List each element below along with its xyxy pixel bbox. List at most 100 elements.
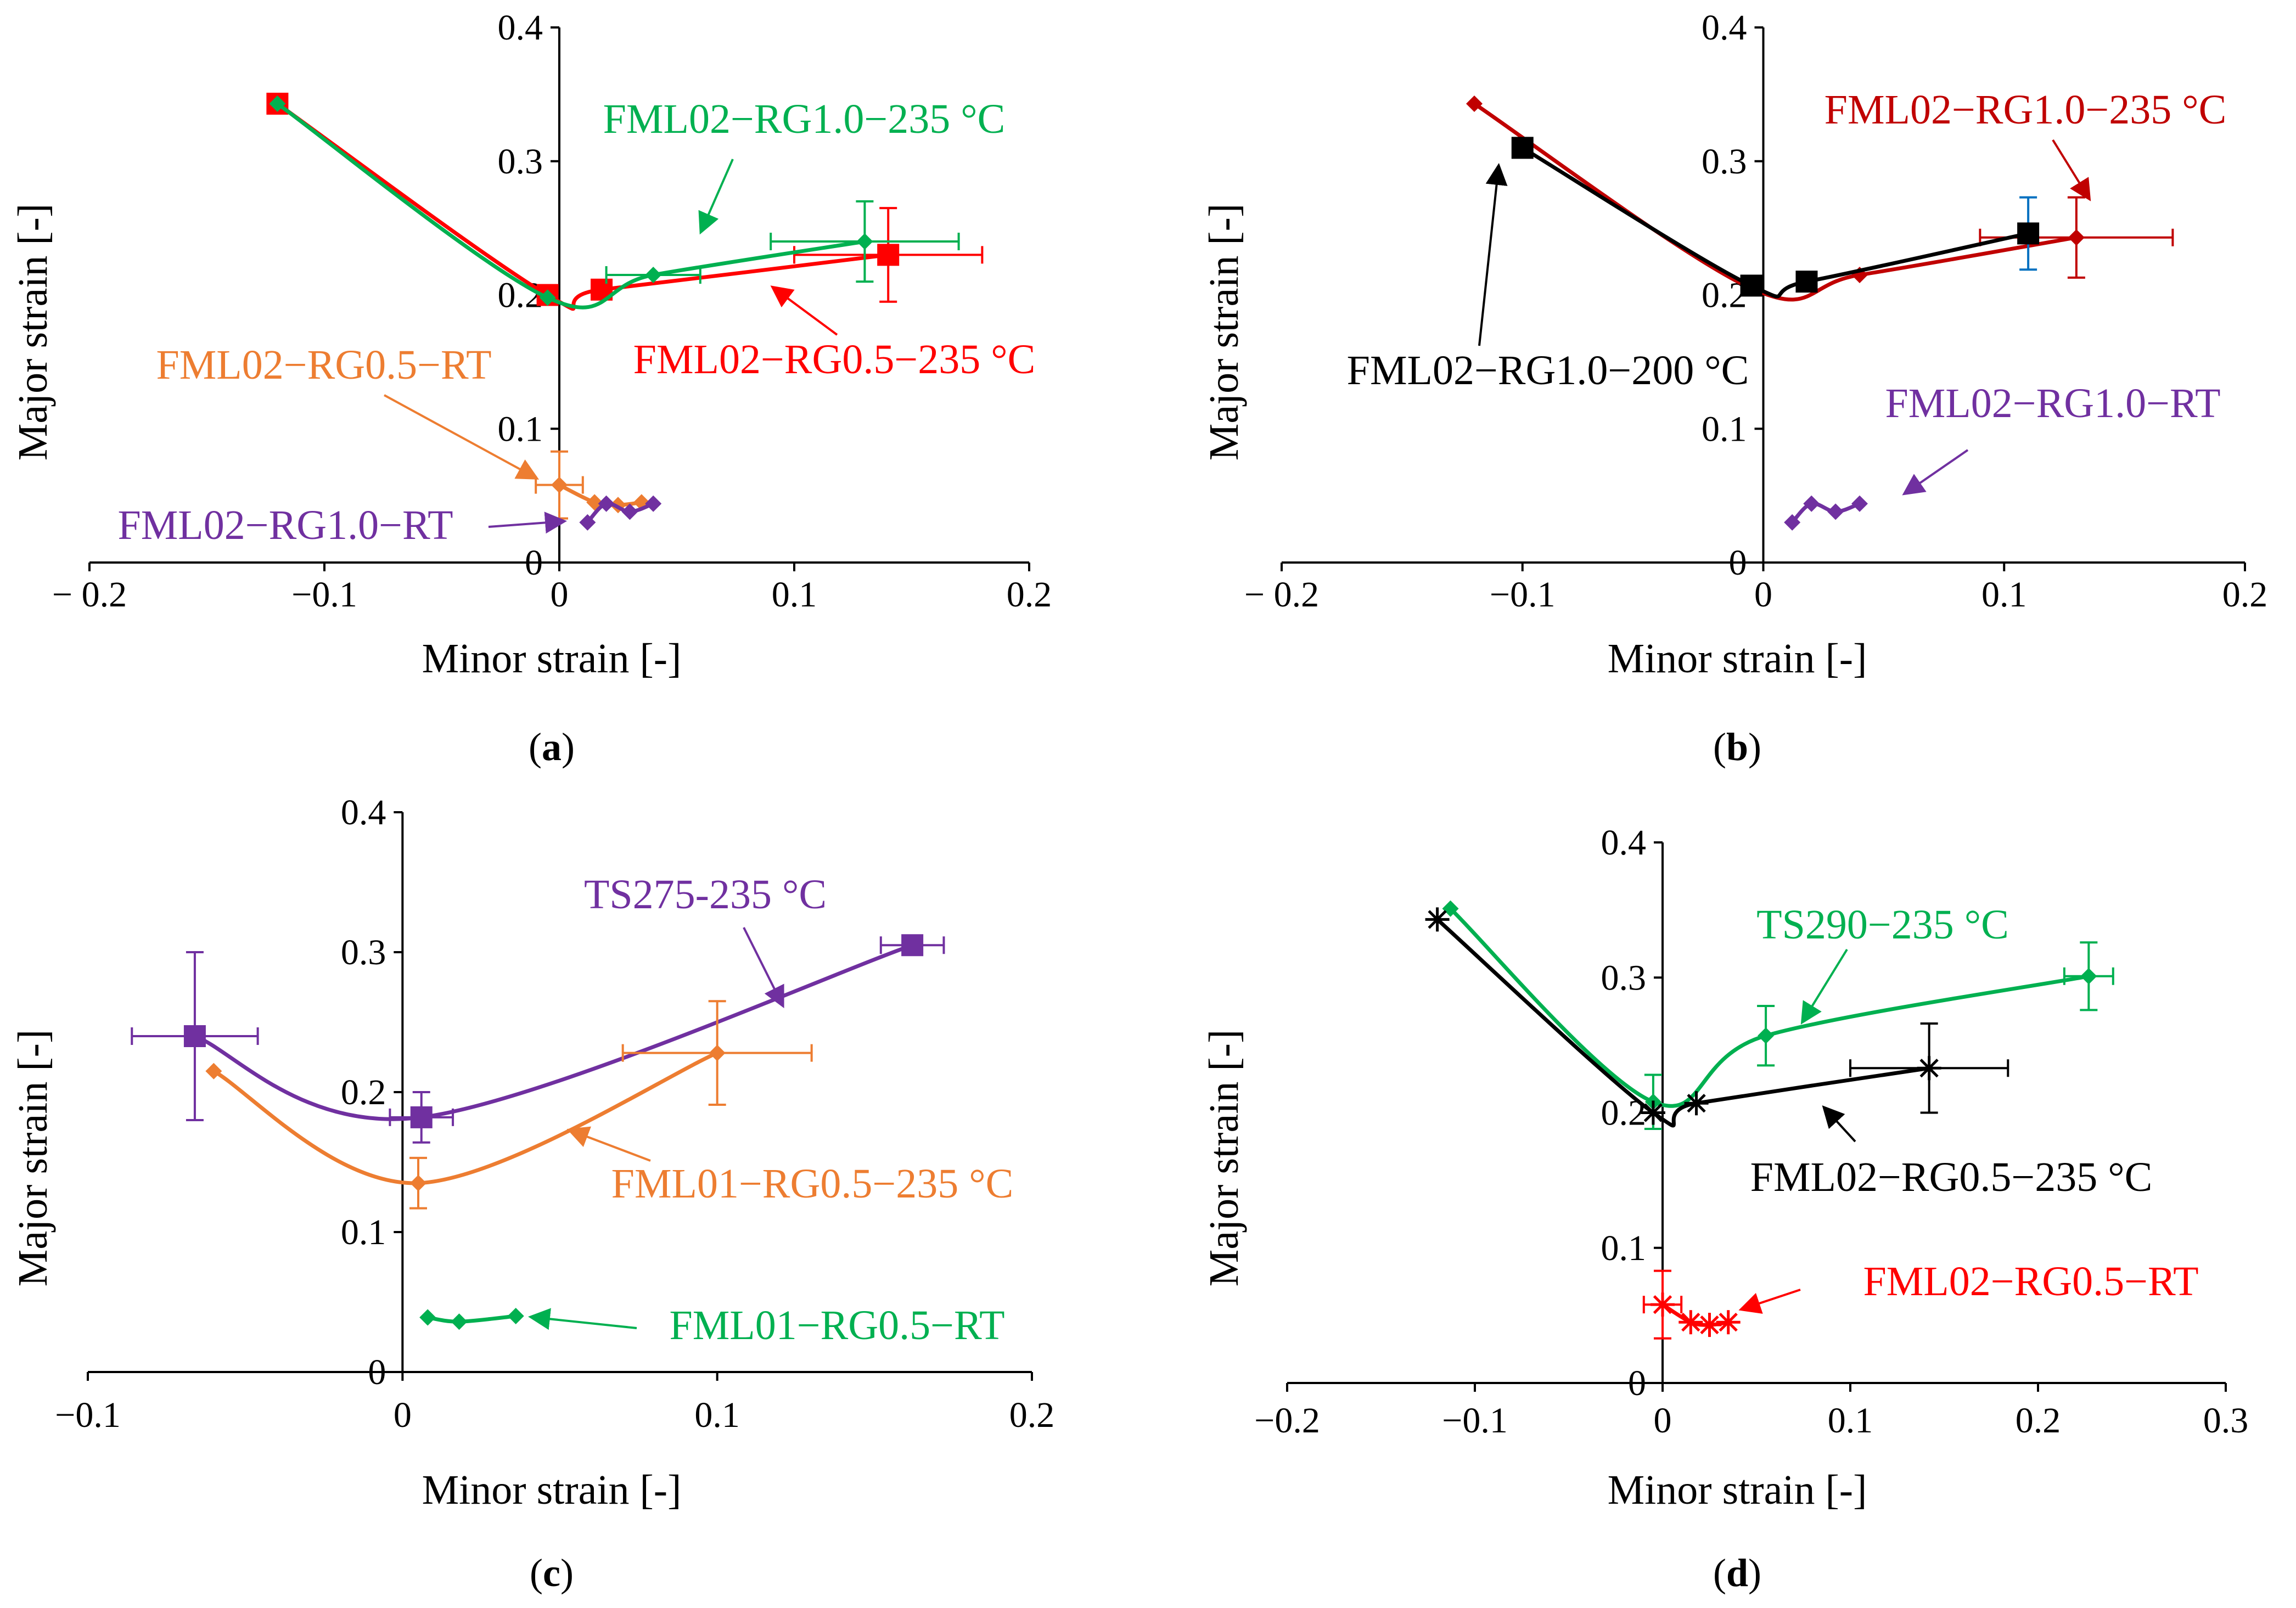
annotation-label: FML02−RG0.5−RT [1863, 1258, 2198, 1305]
annotation-arrow [770, 285, 838, 336]
x-axis-label: Minor strain [-] [1608, 636, 1867, 682]
square-marker [1511, 137, 1534, 159]
annotation-label: FML02−RG1.0−RT [1885, 380, 2220, 426]
star-marker [1716, 1310, 1741, 1335]
panel-label-a: (a) [529, 725, 575, 769]
series-fml01-rg0-5-235-c [205, 1000, 813, 1210]
diamond-marker [1466, 95, 1483, 112]
series-fml02-rg1-0-rt [1784, 495, 1868, 531]
x-tick-label: − 0.2 [52, 575, 127, 615]
annotation-arrow [1902, 449, 1969, 496]
annotation-label: FML02−RG1.0−235 °C [1825, 87, 2227, 133]
panel-b: − 0.2 −0.1 0 0.1 0.200.10.20.30.4 Minor stra… [1201, 8, 2267, 769]
annotation-arrow [488, 511, 567, 534]
diamond-marker [551, 476, 568, 493]
y-axis-label: Major strain [-] [10, 204, 56, 461]
x-tick-label: −0.1 [1490, 575, 1556, 615]
diamond-marker [579, 514, 596, 531]
diamond-marker [451, 1313, 468, 1330]
panel-d: −0.2 −0.1 0 0.1 0.2 0.3 0 0.1 0.2 0.3 0.4 Minor st… [1201, 823, 2248, 1595]
diamond-marker [205, 1062, 222, 1080]
y-tick-label: 0.4 [1601, 823, 1647, 863]
annotation-arrow [1800, 948, 1848, 1025]
annotation-arrow [1478, 163, 1508, 346]
annotation-arrow [1822, 1105, 1856, 1143]
x-tick-label: 0.2 [2222, 575, 2268, 615]
diamond-marker [410, 1174, 426, 1191]
y-tick-label: 0.1 [341, 1212, 386, 1252]
y-tick-label: 0.4 [341, 792, 386, 833]
annotation-arrow [1738, 1289, 1801, 1314]
star-marker [1679, 1310, 1703, 1335]
series-line [1521, 146, 2029, 299]
annotation-arrow [2052, 139, 2091, 201]
star-marker [1641, 1100, 1665, 1125]
series-line [586, 501, 654, 524]
diamond-marker [621, 503, 638, 520]
x-tick-label: − 0.2 [1244, 575, 1319, 615]
panel-c: −0.1 0 0.1 0.2 0 0.1 0.2 0.3 0.4 Minor strain [-… [10, 792, 1054, 1595]
annotation-label: FML02−RG1.0−235 °C [603, 96, 1006, 142]
series-line [1790, 501, 1861, 524]
panel-a: − 0.2 −0.1 0 0.1 0.200.10.20.30.4 Minor stra… [10, 8, 1052, 769]
series-fml01-rg0-5-rt [419, 1308, 524, 1330]
y-tick-label: 0 [1628, 1363, 1646, 1403]
diamond-marker [645, 266, 662, 283]
annotation-arrow [698, 159, 734, 235]
diamond-marker [598, 495, 615, 512]
series-fml02-rg1-0-200-c [1511, 137, 2040, 299]
diamond-marker [419, 1309, 436, 1326]
diamond-marker [1827, 503, 1844, 520]
series-ts275-235-c [131, 934, 945, 1144]
y-tick-label: 0.3 [341, 932, 386, 972]
x-tick-label: −0.1 [55, 1395, 121, 1435]
panel-label-c: (c) [530, 1551, 574, 1595]
square-marker [410, 1106, 433, 1128]
x-tick-label: −0.1 [291, 575, 357, 615]
x-tick-label: 0 [551, 575, 569, 615]
panel-label-d: (d) [1713, 1551, 1761, 1595]
x-tick-label: 0.2 [2016, 1401, 2061, 1441]
y-tick-label: 0.2 [341, 1072, 386, 1112]
annotation-arrow [743, 927, 784, 1009]
x-tick-label: −0.1 [1442, 1401, 1508, 1441]
series-line [427, 1314, 517, 1324]
x-tick-label: 0 [394, 1395, 412, 1435]
diamond-marker [1784, 514, 1801, 531]
x-tick-label: 0.3 [2203, 1401, 2249, 1441]
y-tick-label: 0.1 [498, 409, 543, 449]
y-axis-label: Major strain [-] [1201, 1030, 1247, 1287]
y-tick-label: 0.4 [498, 8, 543, 48]
x-tick-label: 0.2 [1007, 575, 1052, 615]
annotation-arrow [528, 1308, 637, 1330]
annotation-arrow [384, 394, 540, 480]
series-line [1473, 102, 2077, 302]
x-tick-label: 0.1 [1828, 1401, 1873, 1441]
annotation-label: FML02−RG1.0−RT [117, 502, 453, 548]
y-tick-label: 0.4 [1702, 8, 1747, 48]
y-tick-label: 0.3 [1601, 958, 1647, 998]
square-marker [183, 1025, 206, 1047]
x-tick-label: 0 [1654, 1401, 1672, 1441]
plot-area-d: −0.2 −0.1 0 0.1 0.2 0.3 0 0.1 0.2 0.3 0.4 [1254, 823, 2248, 1441]
annotation-arrow [566, 1126, 651, 1162]
diamond-marker [269, 95, 286, 112]
annotation-label: FML02−RG0.5−235 °C [633, 336, 1036, 383]
annotation-label: FML02−RG1.0−200 °C [1347, 347, 1749, 393]
diamond-marker [645, 495, 662, 512]
annotation-label: FML02−RG0.5−RT [156, 342, 491, 388]
star-marker [1917, 1056, 1941, 1081]
y-tick-label: 0 [1729, 543, 1747, 583]
diamond-marker [2068, 229, 2085, 246]
x-tick-label: 0.1 [772, 575, 817, 615]
y-axis-label: Major strain [-] [1201, 204, 1247, 461]
star-marker [1684, 1091, 1709, 1116]
diamond-marker [1851, 495, 1868, 512]
y-tick-label: 0.1 [1601, 1228, 1647, 1268]
y-tick-label: 0.1 [1702, 409, 1747, 449]
series-line [1449, 907, 2089, 1108]
diamond-marker [856, 233, 873, 250]
plot-area-c: −0.1 0 0.1 0.2 0 0.1 0.2 0.3 0.4 [55, 792, 1054, 1435]
series-fml02-rg0-5-rt [1642, 1269, 1741, 1340]
